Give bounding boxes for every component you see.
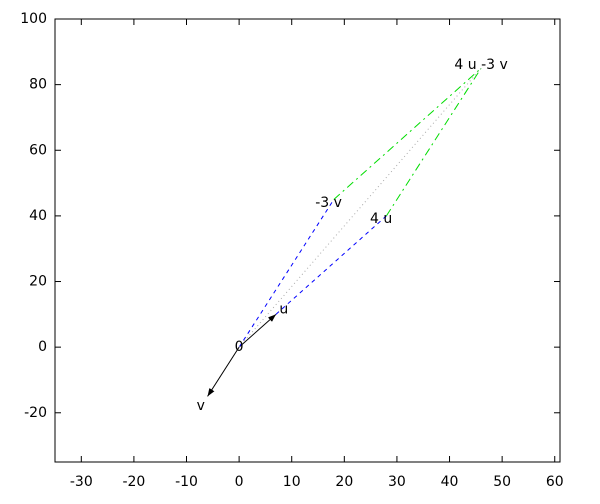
vector-segment	[238, 67, 482, 348]
y-tick-label: 80	[29, 77, 47, 93]
y-tick-label: 100	[20, 11, 47, 27]
x-tick-label: 50	[493, 474, 511, 490]
x-tick-label: -10	[175, 474, 198, 490]
y-tick-label: -20	[24, 405, 47, 421]
y-tick-label: 40	[29, 208, 47, 224]
point-label: 0	[235, 339, 244, 355]
point-label: v	[197, 398, 205, 414]
x-tick-label: -20	[122, 474, 145, 490]
y-tick-label: 20	[29, 274, 47, 290]
vector-segment	[385, 67, 482, 217]
x-tick-label: 60	[546, 474, 564, 490]
point-label: 4 u	[370, 211, 392, 227]
x-tick-label: 20	[335, 474, 353, 490]
vector-segment	[207, 346, 240, 397]
x-tick-label: 40	[441, 474, 459, 490]
vector-segment	[275, 215, 387, 315]
vector-segment	[238, 199, 335, 348]
vector-segment	[333, 67, 482, 200]
plot-frame	[54, 18, 561, 463]
point-label: u	[279, 301, 288, 317]
x-tick-label: 30	[388, 474, 406, 490]
x-tick-label: -30	[70, 474, 93, 490]
vector-segment	[238, 313, 277, 348]
y-tick-label: 60	[29, 142, 47, 158]
point-label: 4 u -3 v	[454, 57, 507, 73]
x-tick-label: 0	[235, 474, 244, 490]
y-tick-label: 0	[38, 339, 47, 355]
point-label: -3 v	[315, 195, 342, 211]
x-tick-label: 10	[283, 474, 301, 490]
